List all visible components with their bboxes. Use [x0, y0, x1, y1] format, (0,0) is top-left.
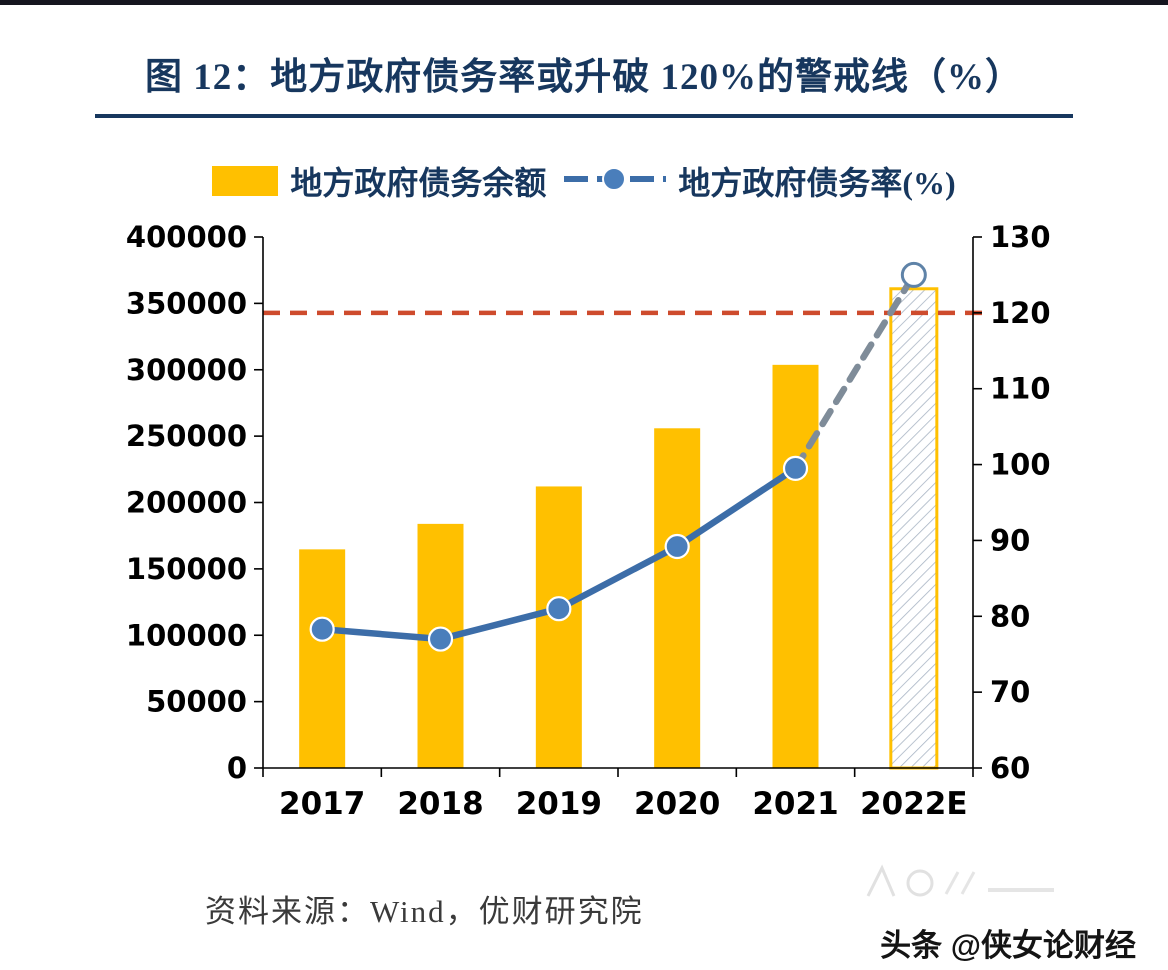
- x-axis-label: 2020: [634, 786, 720, 822]
- line-legend-label: 地方政府债务率(%): [678, 165, 956, 201]
- watermark-handle: 头条 @侠女论财经: [880, 928, 1136, 963]
- combo-chart-svg: 0 50000 100000 150000 200000 250000 300000 3500…: [126, 220, 1051, 822]
- bar: [299, 549, 346, 768]
- line-series: [309, 261, 927, 652]
- bar: [772, 364, 819, 768]
- right-axis: 60 70 80 90 100 110 120 130: [972, 220, 1051, 785]
- bar-legend-label: 地方政府债务余额: [290, 165, 547, 201]
- line-marker: [309, 616, 335, 642]
- svg-text:90: 90: [990, 523, 1030, 557]
- svg-text:300000: 300000: [126, 353, 247, 387]
- chart-legend: 地方政府债务余额 地方政府债务率(%): [0, 158, 1168, 204]
- svg-text:250000: 250000: [126, 419, 247, 453]
- x-axis-label: 2018: [397, 786, 483, 822]
- svg-text:130: 130: [990, 220, 1051, 254]
- line-marker-forecast: [900, 261, 927, 288]
- svg-text:50000: 50000: [146, 685, 247, 719]
- svg-text:350000: 350000: [126, 286, 247, 320]
- line-marker: [546, 596, 572, 622]
- svg-text:80: 80: [990, 599, 1030, 633]
- line-marker: [782, 455, 809, 481]
- x-axis-label: 2021: [752, 786, 838, 822]
- svg-text:60: 60: [990, 751, 1030, 785]
- svg-text:400000: 400000: [126, 220, 247, 254]
- bar-forecast: [889, 287, 939, 770]
- svg-text:70: 70: [990, 675, 1030, 709]
- x-axis-label: 2017: [279, 786, 365, 822]
- faint-logo-watermark: [862, 860, 1062, 911]
- source-note: 资料来源：Wind，优财研究院: [205, 894, 644, 929]
- x-axis-label: 2019: [516, 786, 602, 822]
- svg-text:0: 0: [227, 751, 247, 785]
- svg-text:100: 100: [990, 448, 1051, 482]
- bar-legend-swatch: [212, 166, 279, 196]
- line-marker: [664, 533, 690, 560]
- legend-item-bar: 地方政府债务余额: [212, 158, 546, 204]
- svg-text:110: 110: [990, 372, 1051, 406]
- title-divider: [95, 114, 1073, 118]
- svg-text:100000: 100000: [126, 618, 247, 652]
- line-marker: [427, 626, 454, 652]
- left-axis: 0 50000 100000 150000 200000 250000 300000 3500…: [126, 220, 264, 785]
- legend-item-line: 地方政府债务率(%): [562, 158, 956, 204]
- svg-text:150000: 150000: [126, 552, 247, 586]
- x-axis-label: 2022E: [860, 786, 967, 822]
- svg-text:120: 120: [990, 296, 1051, 330]
- svg-text:200000: 200000: [126, 486, 247, 520]
- bars-group: [299, 287, 939, 770]
- bar: [654, 428, 701, 768]
- top-border: [0, 0, 1168, 5]
- x-axis: 2017 2018 2019 2020 2021 2022E: [262, 767, 974, 822]
- line-legend-swatch-icon: [562, 164, 667, 199]
- chart-title: 图 12：地方政府债务率或升破 120%的警戒线（%）: [145, 57, 1023, 98]
- bar: [535, 486, 582, 768]
- combo-chart: 0 50000 100000 150000 200000 250000 300000 3500…: [60, 215, 1110, 835]
